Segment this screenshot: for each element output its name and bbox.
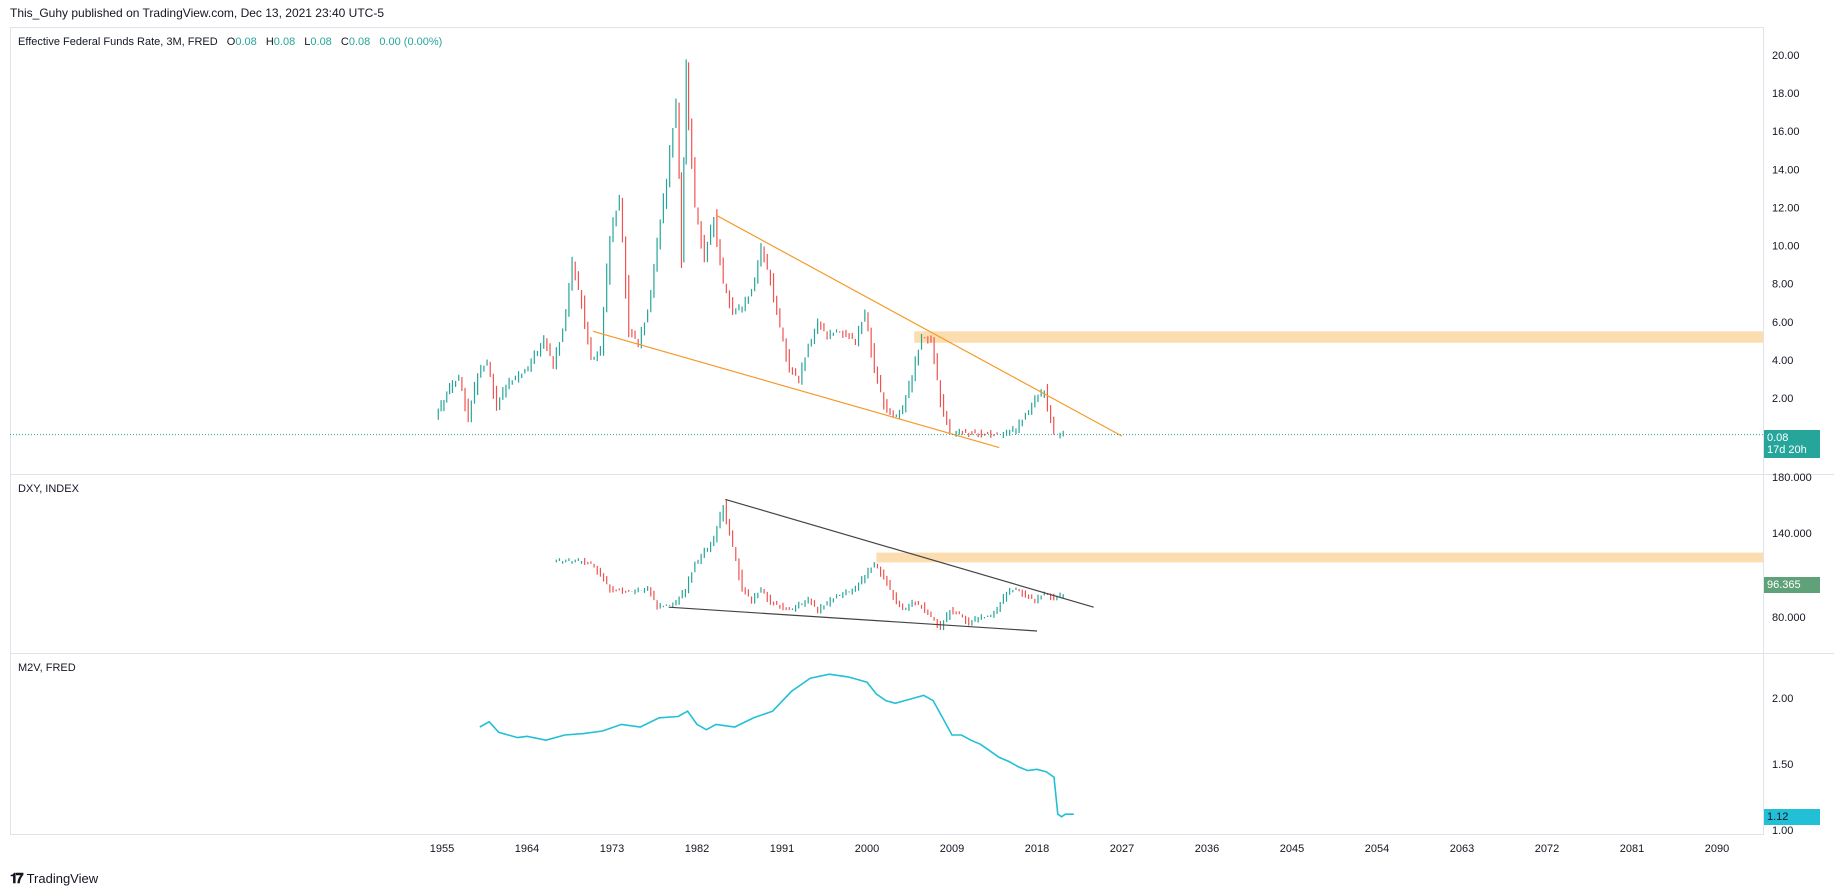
ffr-trendline-1 bbox=[715, 214, 1123, 437]
ffr-y-tick-20.00: 20.00 bbox=[1772, 50, 1800, 62]
chart-border bbox=[10, 27, 1764, 835]
publish-header: This_Guhy published on TradingView.com, … bbox=[10, 6, 384, 20]
ffr-close-value: 0.08 bbox=[348, 36, 371, 48]
ffr-countdown: 17d 20h bbox=[1767, 444, 1807, 456]
x-axis-tick-2081: 2081 bbox=[1620, 843, 1644, 855]
m2v-y-tick-1.50: 1.50 bbox=[1772, 759, 1793, 771]
x-axis-tick-1982: 1982 bbox=[685, 843, 709, 855]
ffr-price-box: 0.08 17d 20h bbox=[1764, 430, 1820, 458]
m2v-last-value: 1.12 bbox=[1767, 811, 1789, 823]
m2v-series-line bbox=[479, 673, 1074, 818]
dxy-trendline-2 bbox=[668, 606, 1038, 632]
brand-name: TradingView bbox=[26, 871, 99, 886]
tradingview-logo[interactable]: 𝟏𝟕 TradingView bbox=[10, 870, 98, 887]
x-axis-tick-2009: 2009 bbox=[940, 843, 964, 855]
ffr-y-tick-6.00: 6.00 bbox=[1772, 317, 1793, 329]
ffr-y-tick-14.00: 14.00 bbox=[1772, 164, 1800, 176]
ffr-y-tick-16.00: 16.00 bbox=[1772, 126, 1800, 138]
dxy-trendline-1 bbox=[725, 498, 1094, 608]
ffr-y-tick-8.00: 8.00 bbox=[1772, 279, 1793, 291]
ffr-low-value: 0.08 bbox=[310, 36, 332, 48]
x-axis-tick-1973: 1973 bbox=[600, 843, 624, 855]
dxy-price-box: 96.365 bbox=[1764, 577, 1820, 593]
ffr-y-tick-2.00: 2.00 bbox=[1772, 393, 1793, 405]
ffr-change-value: 0.00 (0.00%) bbox=[379, 36, 443, 48]
x-axis-tick-2027: 2027 bbox=[1110, 843, 1134, 855]
ffr-high-label: H bbox=[265, 36, 274, 48]
x-axis-tick-2045: 2045 bbox=[1280, 843, 1304, 855]
x-axis-tick-2018: 2018 bbox=[1025, 843, 1049, 855]
ffr-open-label: O bbox=[226, 36, 236, 48]
ffr-high-value: 0.08 bbox=[273, 36, 296, 48]
ffr-y-tick-12.00: 12.00 bbox=[1772, 202, 1800, 214]
tradingview-logo-icon: 𝟏𝟕 bbox=[10, 870, 24, 886]
x-axis-tick-1955: 1955 bbox=[430, 843, 454, 855]
m2v-y-tick-2.00: 2.00 bbox=[1772, 693, 1793, 705]
dxy-y-tick-80.000: 80.000 bbox=[1772, 612, 1806, 624]
ffr-close-label: C bbox=[340, 36, 349, 48]
ffr-low-label: L bbox=[304, 36, 311, 48]
dxy-last-value: 96.365 bbox=[1767, 579, 1801, 591]
x-axis-tick-1991: 1991 bbox=[770, 843, 794, 855]
x-axis-tick-2036: 2036 bbox=[1195, 843, 1219, 855]
x-axis-tick-2090: 2090 bbox=[1705, 843, 1729, 855]
m2v-y-tick-1.00: 1.00 bbox=[1772, 825, 1793, 837]
ffr-legend: Effective Federal Funds Rate, 3M, FRED O… bbox=[18, 36, 442, 48]
ffr-y-tick-18.00: 18.00 bbox=[1772, 88, 1800, 100]
dxy-y-tick-180.000: 180.000 bbox=[1772, 472, 1812, 484]
x-axis-tick-1964: 1964 bbox=[515, 843, 539, 855]
dxy-legend: DXY, INDEX bbox=[18, 483, 79, 495]
ffr-resistance-zone bbox=[914, 331, 1763, 343]
m2v-legend: M2V, FRED bbox=[18, 662, 76, 674]
ffr-trendline-2 bbox=[592, 330, 1000, 449]
dxy-y-tick-140.000: 140.000 bbox=[1772, 528, 1812, 540]
x-axis-tick-2063: 2063 bbox=[1450, 843, 1474, 855]
x-axis-tick-2072: 2072 bbox=[1535, 843, 1559, 855]
m2v-price-box: 1.12 bbox=[1764, 809, 1820, 825]
x-axis-tick-2000: 2000 bbox=[855, 843, 879, 855]
ffr-last-value: 0.08 bbox=[1767, 432, 1789, 444]
dxy-resistance-zone bbox=[876, 552, 1763, 563]
x-axis-tick-2054: 2054 bbox=[1365, 843, 1389, 855]
m2v-title: M2V, FRED bbox=[18, 662, 76, 674]
ffr-y-tick-10.00: 10.00 bbox=[1772, 241, 1800, 253]
ffr-open-value: 0.08 bbox=[235, 36, 257, 48]
dxy-title: DXY, INDEX bbox=[18, 483, 79, 495]
ffr-title: Effective Federal Funds Rate, 3M, FRED bbox=[18, 36, 218, 48]
ffr-y-tick-4.00: 4.00 bbox=[1772, 355, 1793, 367]
